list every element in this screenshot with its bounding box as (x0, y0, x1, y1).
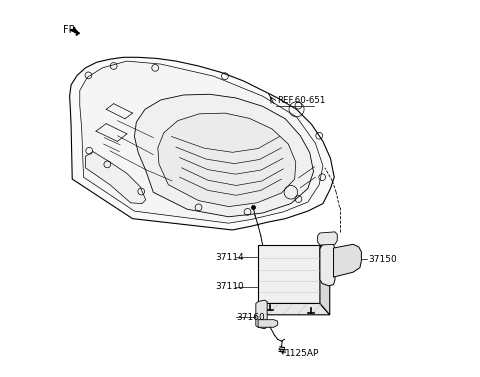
Polygon shape (158, 113, 296, 207)
Polygon shape (320, 245, 330, 315)
Polygon shape (320, 243, 335, 286)
Polygon shape (318, 232, 337, 245)
Text: FR.: FR. (63, 25, 78, 35)
Polygon shape (256, 300, 267, 329)
Polygon shape (70, 57, 334, 230)
Text: 37150: 37150 (368, 255, 397, 264)
Polygon shape (85, 152, 146, 204)
Polygon shape (134, 94, 313, 217)
Polygon shape (80, 61, 323, 223)
Text: 1125AP: 1125AP (285, 349, 319, 358)
Text: 37114: 37114 (216, 253, 244, 262)
Polygon shape (73, 27, 77, 32)
Text: 37160: 37160 (236, 313, 265, 322)
Polygon shape (258, 245, 320, 303)
Polygon shape (334, 244, 361, 277)
Polygon shape (258, 303, 330, 315)
Polygon shape (258, 320, 278, 327)
Text: 37110: 37110 (216, 282, 244, 291)
Text: REF.60-651: REF.60-651 (277, 96, 325, 105)
Polygon shape (76, 30, 79, 35)
